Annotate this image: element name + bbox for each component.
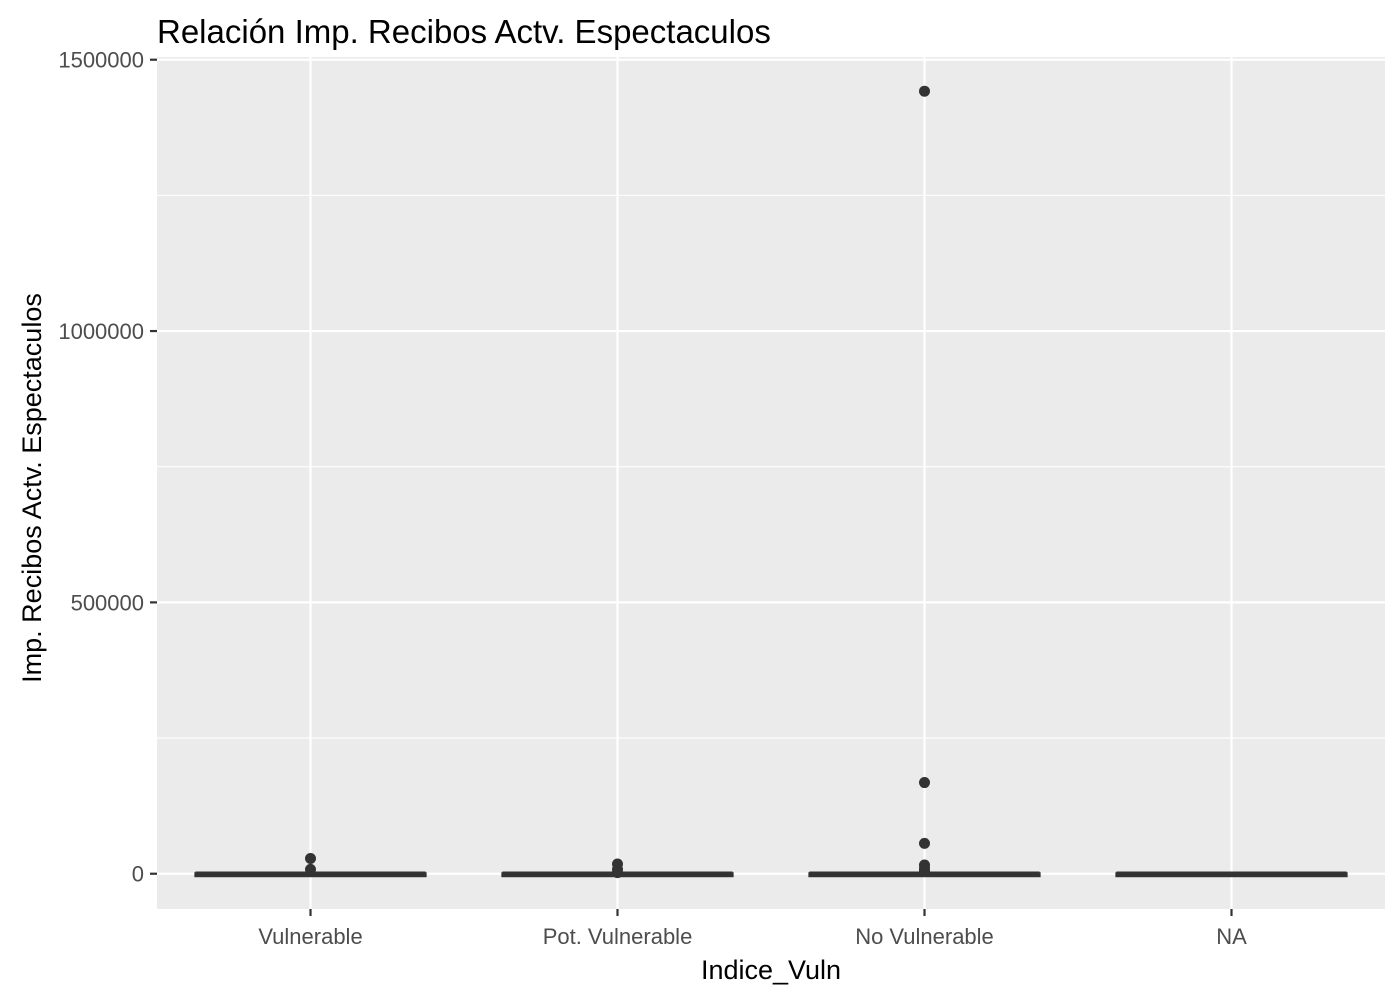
minor-gridlines	[157, 194, 1385, 739]
x-tick-label: Pot. Vulnerable	[543, 924, 693, 949]
outlier-point	[305, 863, 316, 875]
x-tick-label: No Vulnerable	[855, 924, 994, 949]
x-tick-label: Vulnerable	[258, 924, 362, 949]
outlier-points	[305, 85, 930, 879]
y-tick-label: 500000	[71, 590, 144, 615]
x-axis: Vulnerable Pot. Vulnerable No Vulnerable NA	[258, 909, 1247, 949]
y-tick-label: 1500000	[58, 48, 144, 73]
plot-panel	[157, 57, 1385, 909]
outlier-point	[919, 837, 930, 849]
y-tick-label: 0	[132, 862, 144, 887]
outlier-point	[919, 865, 930, 877]
outlier-point	[305, 853, 316, 865]
chart-title: Relación Imp. Recibos Actv. Espectaculos	[157, 13, 771, 50]
y-axis: 0 500000 1000000 1500000	[58, 48, 157, 887]
x-tick-label: NA	[1216, 924, 1247, 949]
outlier-point	[919, 85, 930, 97]
y-axis-title: Imp. Recibos Actv. Espectaculos	[17, 293, 47, 683]
outlier-point	[919, 777, 930, 789]
x-axis-title: Indice_Vuln	[701, 955, 841, 985]
y-tick-label: 1000000	[58, 319, 144, 344]
outlier-point	[612, 867, 623, 879]
